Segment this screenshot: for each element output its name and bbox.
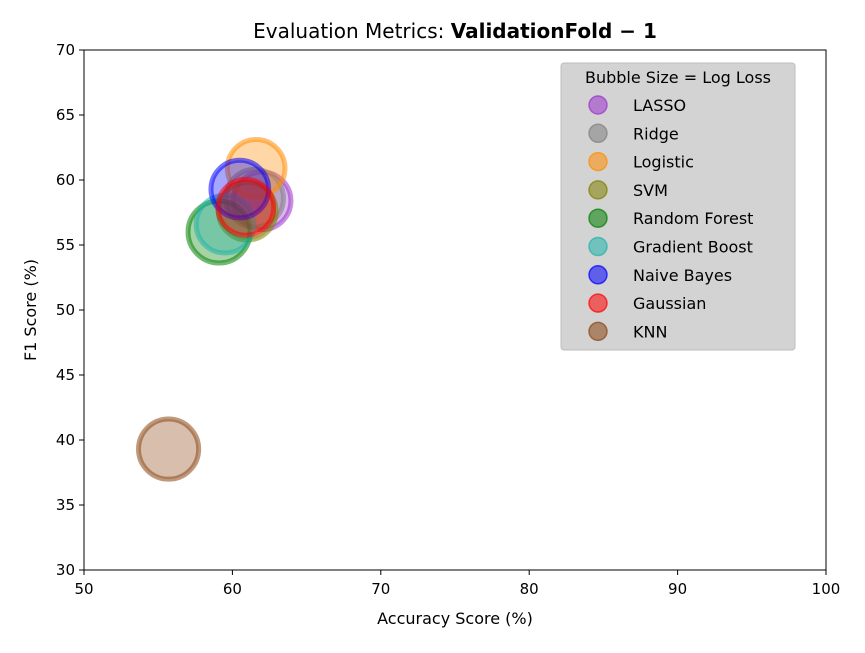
y-axis-ticks: 30 35 40 45 50 55 60 65 70: [56, 41, 84, 579]
legend-marker: [588, 236, 608, 257]
legend-marker: [588, 151, 608, 172]
legend-item: Gaussian: [588, 293, 706, 313]
legend-label: Random Forest: [633, 209, 753, 228]
bubble-gaussian: [215, 176, 277, 238]
legend-item: Ridge: [588, 123, 679, 144]
x-tick-label: 50: [74, 580, 93, 598]
x-axis-ticks: 50 60 70 80 90 100: [74, 570, 840, 598]
legend: Bubble Size = Log Loss LASSO Ridge Logisti…: [560, 62, 796, 351]
y-tick-label: 60: [56, 171, 75, 189]
legend-label: KNN: [633, 322, 667, 341]
legend-marker: [588, 293, 608, 313]
x-tick-label: 90: [668, 580, 687, 598]
legend-item: KNN: [588, 321, 667, 342]
chart-title-prefix: Evaluation Metrics:: [253, 19, 451, 43]
x-axis-label: Accuracy Score (%): [377, 609, 533, 628]
legend-marker: [588, 123, 608, 144]
legend-label: Naive Bayes: [633, 266, 732, 285]
legend-marker: [588, 95, 608, 115]
y-tick-label: 45: [56, 366, 75, 384]
legend-marker: [588, 180, 608, 200]
legend-label: Logistic: [633, 153, 694, 172]
y-axis-label: F1 Score (%): [21, 259, 40, 361]
legend-marker: [588, 265, 608, 285]
bubbles-layer: [136, 136, 294, 482]
x-tick-label: 100: [812, 580, 841, 598]
legend-label: LASSO: [633, 96, 686, 115]
chart-title-bold: ValidationFold − 1: [451, 19, 657, 43]
bubble-knn: [136, 416, 202, 482]
legend-label: Gradient Boost: [633, 238, 753, 257]
legend-item: Random Forest: [588, 208, 753, 228]
legend-item: Logistic: [588, 151, 694, 172]
y-tick-label: 65: [56, 106, 75, 124]
legend-title: Bubble Size = Log Loss: [585, 68, 771, 87]
legend-item: Naive Bayes: [588, 265, 732, 285]
legend-item: Gradient Boost: [588, 236, 753, 257]
legend-label: Ridge: [633, 124, 679, 143]
legend-marker: [588, 321, 608, 342]
legend-items: LASSO Ridge Logistic SVM Random Forest Gradie…: [588, 95, 753, 342]
y-tick-label: 35: [56, 496, 75, 514]
legend-box: [560, 62, 796, 351]
x-tick-label: 70: [371, 580, 390, 598]
y-tick-label: 50: [56, 301, 75, 319]
legend-marker: [588, 208, 608, 228]
legend-label: SVM: [633, 181, 668, 200]
y-tick-label: 40: [56, 431, 75, 449]
y-tick-label: 30: [56, 561, 75, 579]
x-tick-label: 80: [520, 580, 539, 598]
chart-title: Evaluation Metrics: ValidationFold − 1: [253, 19, 657, 43]
x-tick-label: 60: [223, 580, 242, 598]
y-tick-label: 70: [56, 41, 75, 59]
legend-item: SVM: [588, 180, 668, 200]
y-tick-label: 55: [56, 236, 75, 254]
legend-item: LASSO: [588, 95, 686, 115]
legend-label: Gaussian: [633, 294, 706, 313]
